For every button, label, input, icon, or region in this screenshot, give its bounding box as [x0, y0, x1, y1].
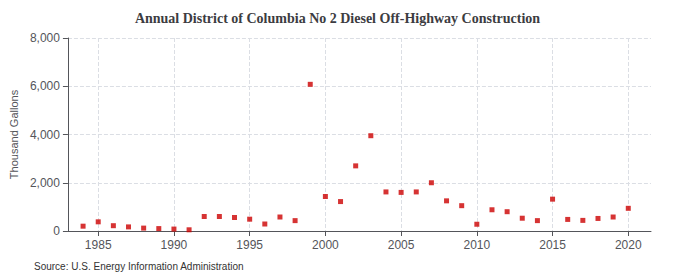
svg-text:Thousand Gallons: Thousand Gallons [8, 89, 20, 179]
svg-text:Source: U.S. Energy Informatio: Source: U.S. Energy Information Administ… [34, 261, 244, 272]
svg-text:0: 0 [53, 224, 60, 238]
svg-text:Annual District of Columbia No: Annual District of Columbia No 2 Diesel … [135, 11, 540, 26]
svg-text:2,000: 2,000 [30, 176, 60, 190]
svg-text:2010: 2010 [463, 238, 490, 252]
svg-text:2020: 2020 [615, 238, 642, 252]
svg-text:8,000: 8,000 [30, 31, 60, 45]
svg-text:2015: 2015 [539, 238, 566, 252]
svg-text:1990: 1990 [161, 238, 188, 252]
svg-text:2005: 2005 [388, 238, 415, 252]
svg-text:1985: 1985 [85, 238, 112, 252]
svg-text:2000: 2000 [312, 238, 339, 252]
svg-text:1995: 1995 [236, 238, 263, 252]
svg-text:4,000: 4,000 [30, 128, 60, 142]
svg-text:6,000: 6,000 [30, 79, 60, 93]
